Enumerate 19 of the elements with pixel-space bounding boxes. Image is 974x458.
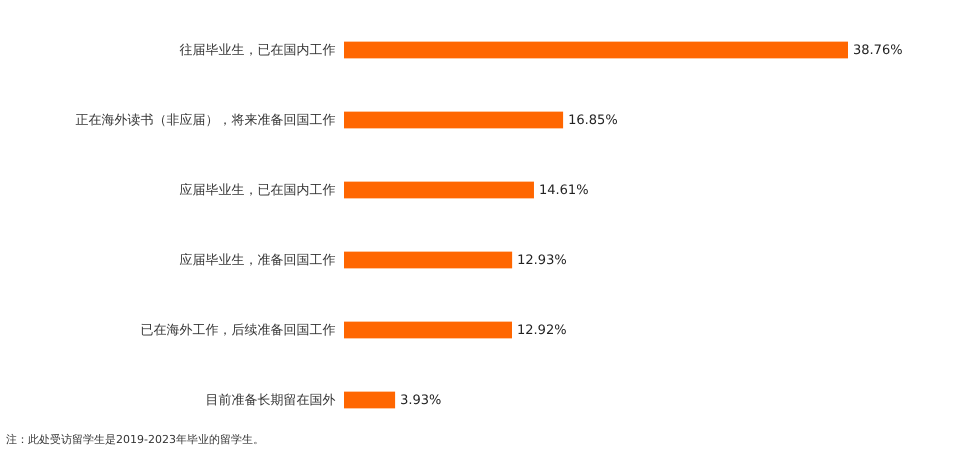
bar [344, 322, 512, 338]
data-label: 3.93% [400, 393, 442, 408]
data-label: 38.76% [853, 43, 903, 58]
bar [344, 112, 564, 128]
y-tick-label: 应届毕业生，准备回国工作 [180, 252, 336, 268]
y-tick-label: 应届毕业生，已在国内工作 [180, 182, 336, 198]
y-tick-label: 正在海外读书（非应届），将来准备回国工作 [76, 112, 336, 128]
bar [344, 182, 534, 198]
y-tick-label: 往届毕业生，已在国内工作 [180, 43, 336, 58]
bar [344, 392, 396, 408]
data-label: 12.93% [517, 253, 567, 268]
data-label: 14.61% [538, 183, 589, 198]
text: 注：此处受访留学生是2019-2023年毕业的留学生。 [6, 432, 264, 447]
y-tick-label: 目前准备长期留在国外 [206, 393, 336, 408]
y-tick-label: 已在海外工作，后续准备回国工作 [140, 323, 336, 338]
data-label: 16.85% [568, 113, 618, 128]
bar [344, 252, 512, 268]
data-label: 12.92% [517, 323, 567, 338]
bar [344, 42, 848, 58]
